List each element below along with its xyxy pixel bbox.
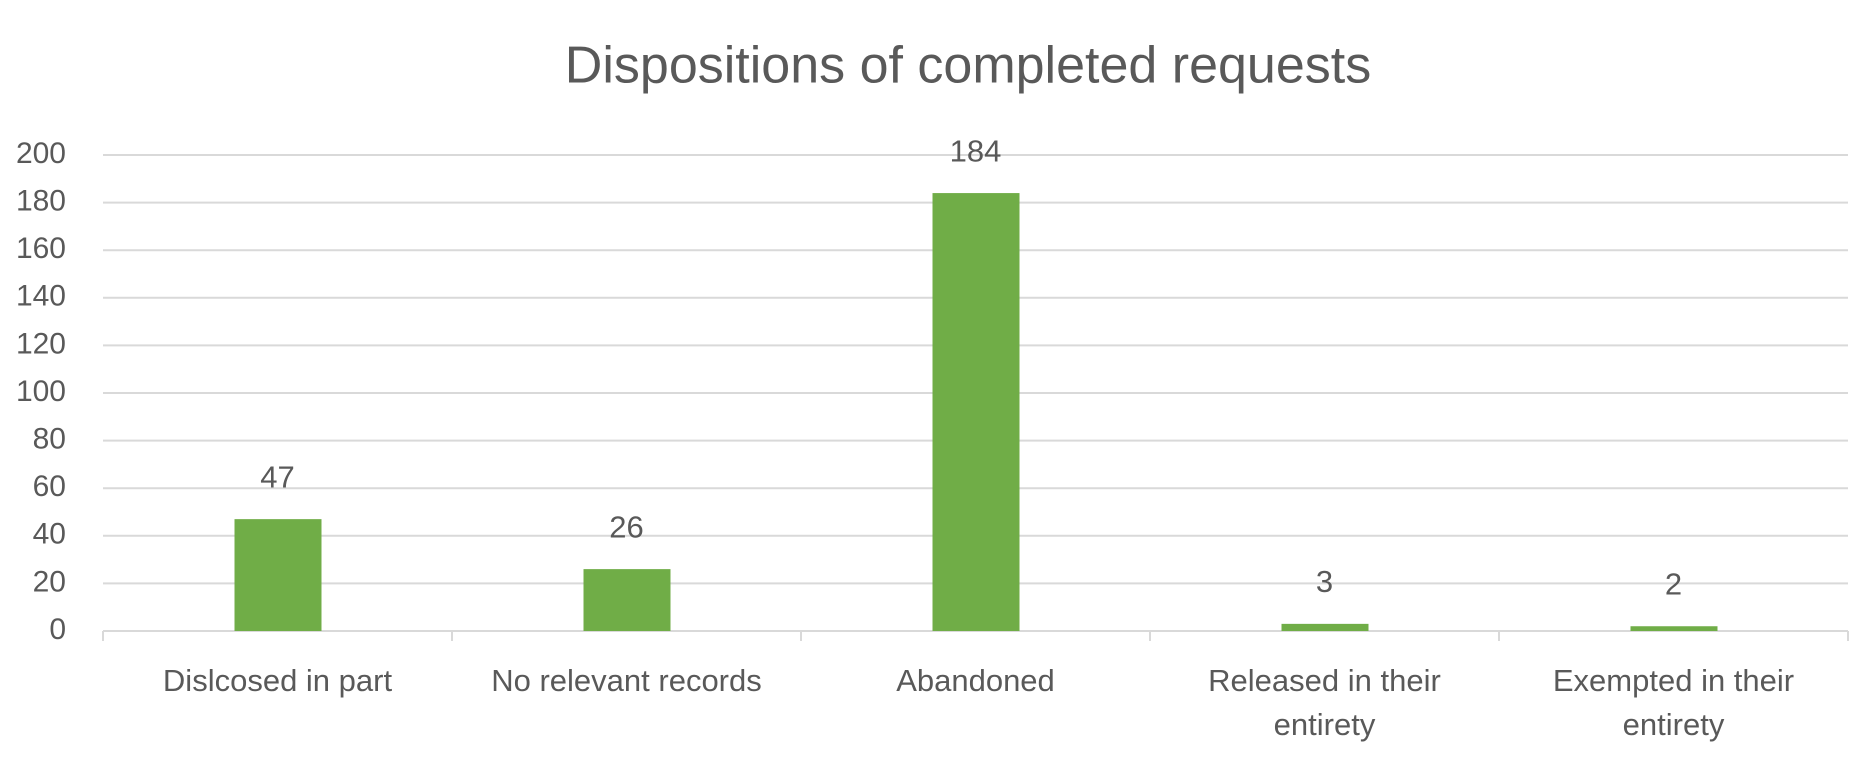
y-tick-label: 40	[33, 518, 66, 551]
bar	[583, 569, 671, 631]
data-label: 3	[1316, 564, 1333, 599]
data-label: 2	[1665, 566, 1682, 601]
data-label: 47	[260, 459, 294, 494]
y-tick-label: 140	[16, 280, 66, 313]
data-label: 26	[609, 509, 643, 544]
x-tick-label: Abandoned	[896, 663, 1055, 698]
x-tick-label: Released in their entirety	[1208, 663, 1441, 742]
chart-title: Dispositions of completed requests	[565, 37, 1371, 95]
y-tick-label: 100	[16, 375, 66, 408]
y-tick-label: 200	[16, 137, 66, 170]
bar	[932, 193, 1020, 631]
bar	[1281, 623, 1369, 631]
y-tick-label: 0	[49, 613, 66, 646]
y-tick-label: 80	[33, 423, 66, 456]
x-tick-label: Dislcosed in part	[162, 663, 393, 698]
y-tick-label: 180	[16, 185, 66, 218]
y-tick-label: 160	[16, 232, 66, 265]
bar	[1630, 626, 1718, 631]
y-tick-label: 60	[33, 470, 66, 503]
data-label: 184	[950, 133, 1002, 168]
y-tick-label: 20	[33, 565, 66, 598]
y-tick-label: 120	[16, 327, 66, 360]
x-tick-label: Exempted in their entirety	[1552, 663, 1795, 742]
x-tick-label: No relevant records	[491, 663, 762, 698]
bar	[234, 519, 322, 631]
